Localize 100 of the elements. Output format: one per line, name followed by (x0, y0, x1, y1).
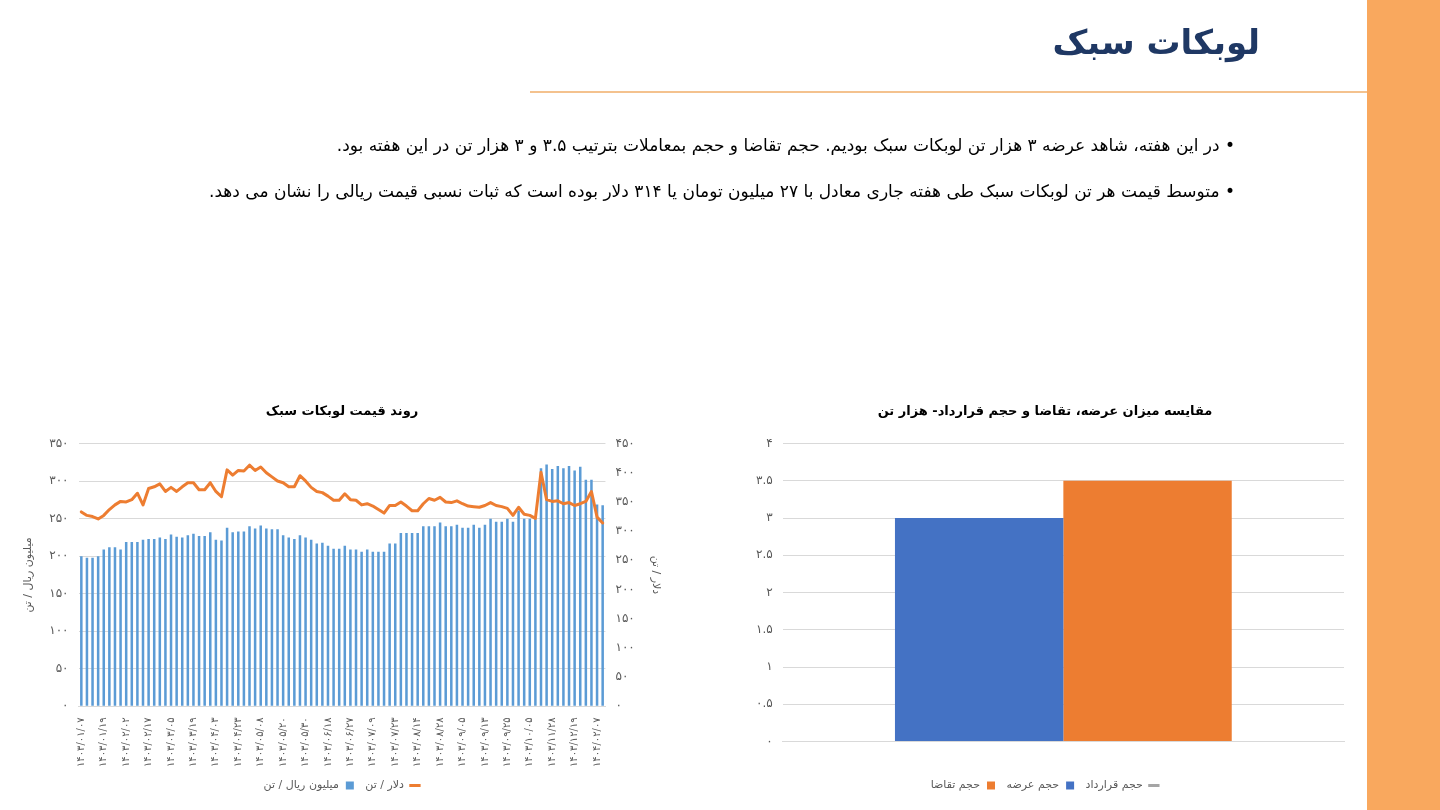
bar (562, 468, 565, 706)
legend-label: حجم عرضه (1006, 778, 1060, 792)
y2-tick-label: ۳۰۰ (615, 523, 635, 538)
x-tick-label: ۱۴۰۳/۰۶/۲۷ (344, 716, 355, 768)
y-tick-label: ۴ (766, 435, 773, 450)
bar (444, 526, 447, 706)
bar (393, 543, 397, 706)
x-tick-label: ۱۴۰۳/۰۸/۱۴ (411, 717, 423, 768)
bar (450, 526, 453, 706)
bar (590, 479, 593, 706)
y-tick-label: ۱ (766, 659, 773, 674)
bar (80, 556, 83, 706)
y-tick-label: ۱.۵ (755, 621, 773, 636)
x-tick-label: ۱۴۰۳/۰۴/۰۳ (209, 716, 221, 768)
bar (237, 531, 240, 706)
x-tick-label: ۱۴۰۳/۰۲/۱۷ (142, 716, 154, 768)
y-tick-label: ۳۰۰ (49, 473, 69, 488)
bar (91, 557, 94, 706)
y2-tick-label: ۱۵۰ (615, 610, 635, 625)
bar (349, 549, 352, 706)
y2-tick-label: ۴۰۰ (615, 464, 635, 479)
x-tick-label: ۱۴۰۳/۰۹/۲۵ (500, 717, 512, 768)
y-tick-label: ۳.۵ (755, 472, 773, 487)
x-tick-label: ۱۴۰۳/۰۹/۰۵ (456, 717, 468, 768)
legend-label: حجم قرارداد (1085, 778, 1143, 792)
bar (578, 466, 582, 706)
x-tick-label: ۱۴۰۳/۰۵/۰۸ (254, 716, 266, 768)
y-tick-label: ۱۵۰ (49, 585, 69, 600)
bar (175, 536, 178, 706)
bar (119, 549, 122, 706)
chart-title: روند قیمت لوبکات سبک (265, 403, 419, 419)
y-tick-label: ۰ (766, 733, 773, 748)
y2-axis-title: دلار / تن (649, 555, 663, 595)
x-tick-label: ۱۴۰۳/۰۱/۰۷ (74, 716, 86, 768)
legend-label: میلیون ریال / تن (263, 778, 339, 792)
y-tick-label: ۰ (62, 698, 69, 713)
bar (360, 551, 363, 706)
x-tick-label: ۱۴۰۳/۰۵/۲۰ (276, 717, 288, 768)
bar (248, 526, 251, 706)
bar (534, 518, 537, 706)
y-axis-title: میلیون ریال / تن (21, 537, 35, 613)
x-tick-label: ۱۴۰۳/۰۸/۲۸ (433, 716, 445, 768)
bar (147, 538, 150, 706)
y-tick-label: ۱۰۰ (49, 623, 69, 638)
bar (220, 540, 223, 706)
x-tick-label: ۱۴۰۳/۱۲/۱۹ (568, 717, 580, 768)
bar (192, 533, 195, 706)
x-tick-label: ۱۴۰۳/۰۱/۱۹ (97, 717, 109, 768)
bar (293, 538, 296, 706)
y-tick-label: ۲ (766, 584, 773, 599)
bar (489, 518, 492, 706)
bar (601, 505, 604, 706)
chart-title: مقایسه میزان عرضه، تقاضا و حجم قرارداد- هزار تن (877, 403, 1213, 419)
bar (203, 535, 206, 706)
bar (231, 532, 234, 706)
bar (416, 532, 419, 706)
x-tick-label: ۱۴۰۳/۰۶/۱۸ (321, 716, 333, 768)
bar (209, 532, 212, 706)
bar (433, 526, 436, 706)
text: • متوسط قیمت هر تن لوبکات سبک طی هفته جاری معادل با ۲۷ میلیون تومان یا ۳۱۴ دلار بوده است که ثبات نسبی قیمت ریالی را نشان می دهد. (208, 180, 1235, 203)
y2-tick-label: ۲۰۰ (615, 581, 635, 596)
bar (517, 510, 520, 706)
bar (500, 521, 504, 706)
y2-tick-label: ۲۵۰ (615, 552, 635, 567)
x-tick-label: ۱۴۰۳/۰۳/۱۹ (187, 717, 199, 768)
bar (478, 527, 481, 706)
bar (276, 529, 279, 706)
x-tick-label: ۱۴۰۳/۰۷/۰۹ (366, 717, 378, 768)
legend-label: حجم تقاضا (930, 778, 981, 792)
x-tick-label: ۱۴۰۳/۰۲/۰۲ (119, 717, 131, 768)
x-tick-label: ۱۴۰۳/۰۵/۳۰ (299, 717, 311, 768)
legend-label: دلار / تن (365, 778, 405, 792)
bar (180, 537, 184, 706)
y-tick-label: ۲۵۰ (49, 510, 69, 525)
text: • در این هفته، شاهد عرضه ۳ هزار تن لوبکات سبک بودیم. حجم تقاضا و حجم بمعاملات بترتیب ۳.۵ و ۳ هزار تن در این هفته بود. (335, 134, 1235, 157)
x-tick-label: ۱۴۰۴/۰۲/۰۷ (590, 716, 602, 768)
bar (422, 526, 425, 706)
bar (259, 525, 262, 706)
x-tick-label: ۱۴۰۳/۰۷/۲۳ (388, 716, 400, 768)
y-tick-label: ۵۰ (55, 660, 69, 675)
y-tick-label: ۳ (766, 510, 774, 525)
bar (287, 537, 291, 706)
bar (506, 518, 509, 706)
y-tick-label: ۰.۵ (755, 696, 773, 711)
y2-tick-label: ۰ (615, 698, 622, 713)
bar (136, 541, 139, 706)
bar (461, 527, 464, 706)
bar (545, 464, 548, 706)
bar (321, 542, 324, 706)
bar (573, 470, 576, 706)
x-tick-label: ۱۴۰۳/۱۰/۰۵ (523, 717, 535, 768)
bar (472, 524, 475, 706)
bar (405, 532, 408, 706)
y2-tick-label: ۱۰۰ (615, 640, 635, 655)
bar (332, 548, 335, 706)
bar (388, 543, 391, 706)
bar (377, 551, 380, 706)
y-tick-label: ۳۵۰ (49, 435, 69, 450)
x-tick-label: ۱۴۰۳/۰۳/۰۵ (164, 717, 176, 768)
x-tick-label: ۱۴۰۳/۰۹/۱۳ (478, 716, 490, 768)
